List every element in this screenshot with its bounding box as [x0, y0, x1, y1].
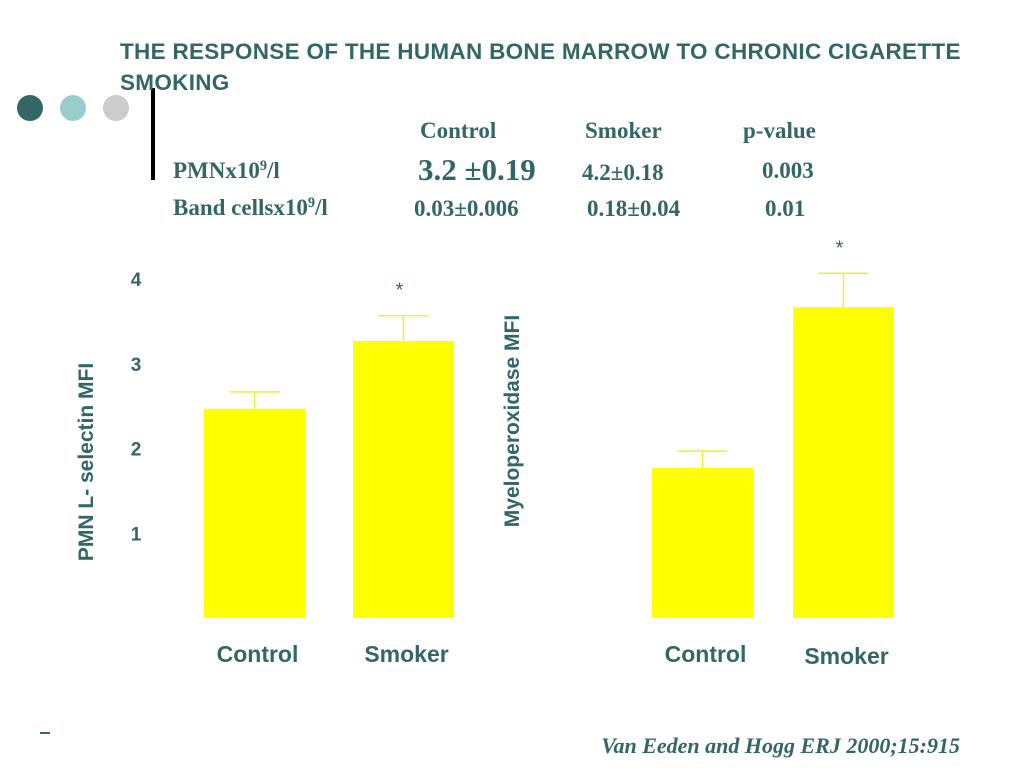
significance-marker: *: [836, 237, 844, 259]
x-category-label: Control: [665, 641, 747, 667]
divider-line: [151, 88, 155, 180]
y-axis-label: PMN L- selectin MFI: [75, 363, 98, 561]
bullet-dot-grey: [103, 95, 129, 121]
row-label-text: PMNx10: [173, 158, 260, 183]
y-axis-label: Myeloperoxidase MFI: [501, 315, 524, 527]
table-row-label: PMNx109/l: [173, 158, 280, 184]
citation: Van Eeden and Hogg ERJ 2000;15:915: [601, 733, 960, 758]
table-cell-pvalue: 0.003: [762, 158, 814, 183]
bullet-dot-light: [60, 95, 86, 121]
table-header-smoker: Smoker: [585, 118, 662, 143]
bar-control: [652, 468, 753, 618]
y-tick-label: 2: [131, 440, 142, 461]
bullet-dot-dark: [17, 95, 43, 121]
row-label-unit: /l: [314, 195, 328, 220]
x-category-label: Control: [217, 641, 299, 667]
x-category-label: Smoker: [804, 643, 888, 669]
slide-title: THE RESPONSE OF THE HUMAN BONE MARROW TO…: [120, 39, 961, 95]
bar-smoker: [353, 341, 454, 618]
row-label-exponent: 9: [307, 195, 315, 212]
table-cell-smoker: 0.18±0.04: [587, 196, 681, 221]
table-header-control: Control: [420, 118, 497, 143]
table-cell-smoker: 4.2±0.18: [582, 160, 664, 185]
y-tick-label: 4: [131, 270, 142, 291]
y-tick-label: 3: [131, 355, 142, 376]
table-cell-pvalue: 0.01: [765, 196, 806, 221]
table-cell-control: 0.03±0.006: [414, 196, 519, 221]
significance-marker: *: [396, 280, 404, 302]
slide-mark: [40, 732, 50, 734]
x-category-label: Smoker: [364, 641, 448, 667]
bar-smoker: [793, 307, 894, 618]
row-label-exponent: 9: [259, 158, 267, 175]
table-row-label: Band cellsx109/l: [173, 195, 328, 221]
table-cell-control: 3.2 ±0.19: [418, 152, 536, 187]
bar-control: [204, 408, 305, 618]
y-tick-label: 1: [131, 524, 142, 545]
row-label-text: Band cellsx10: [173, 195, 308, 220]
table-header-pvalue: p-value: [743, 118, 816, 143]
row-label-unit: /l: [267, 158, 280, 183]
